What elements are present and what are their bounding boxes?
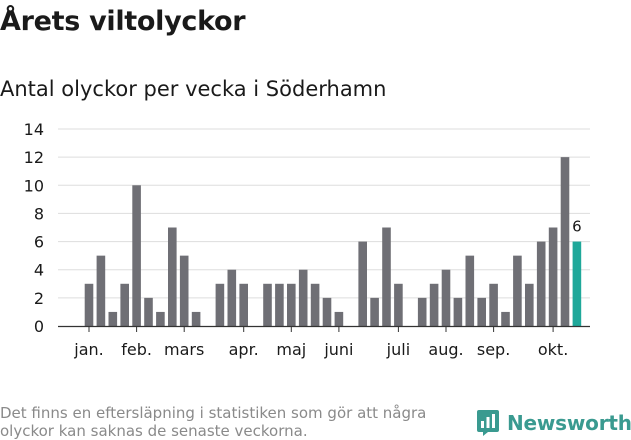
bar — [108, 311, 118, 326]
y-tick-label: 0 — [34, 317, 44, 336]
brand-name: Newsworthy — [507, 411, 631, 435]
chart-title: Årets viltolyckor — [0, 6, 246, 37]
bar — [536, 241, 546, 326]
bar — [560, 157, 570, 326]
x-tick-label: juli — [386, 340, 410, 359]
bar-chart: 0 2 4 6 8 10 12 14 jan. feb. mars apr. maj juni juli a… — [24, 120, 590, 359]
bar — [477, 297, 486, 326]
x-tick-label: jan. — [73, 340, 103, 359]
bar — [358, 241, 367, 326]
x-tick-label: feb. — [121, 340, 152, 359]
bar — [465, 255, 475, 326]
y-tick-label: 4 — [34, 261, 44, 280]
newsworthy-logo-icon — [477, 410, 499, 436]
y-tick-label: 12 — [24, 148, 44, 167]
x-tick-label: aug. — [428, 340, 463, 359]
bar — [322, 297, 332, 326]
bars — [84, 157, 582, 326]
bar — [298, 269, 308, 326]
bar — [525, 283, 534, 326]
x-tick-label: apr. — [229, 340, 259, 359]
bar — [215, 283, 225, 326]
bar — [453, 297, 463, 326]
bar — [144, 297, 153, 326]
bar — [417, 297, 427, 326]
bar — [501, 311, 510, 326]
bar — [441, 269, 451, 326]
y-tick-label: 14 — [24, 120, 44, 139]
x-tick-label: sep. — [477, 340, 510, 359]
bar — [275, 283, 284, 326]
x-tick-label: okt. — [538, 340, 568, 359]
bar — [394, 283, 403, 326]
bar — [120, 283, 129, 326]
bar — [287, 283, 296, 326]
bar — [84, 283, 94, 326]
bar — [96, 255, 106, 326]
data-labels: 6 — [572, 218, 582, 236]
bar — [191, 311, 201, 326]
y-tick-label: 6 — [34, 233, 44, 252]
bar — [263, 283, 272, 326]
x-tick-label: juni — [323, 340, 353, 359]
bar — [489, 283, 498, 326]
x-tick-label: maj — [276, 340, 306, 359]
bar — [132, 185, 141, 326]
y-axis-ticks: 0 2 4 6 8 10 12 14 — [24, 120, 44, 336]
bar — [572, 241, 582, 326]
bar — [370, 297, 379, 326]
bar — [156, 311, 165, 326]
chart-subtitle: Antal olyckor per vecka i Söderhamn — [0, 77, 387, 101]
bar — [513, 255, 522, 326]
bar — [429, 283, 439, 326]
footer-note: Det finns en eftersläpning i statistiken… — [0, 404, 427, 440]
bar — [334, 311, 344, 326]
bar — [548, 227, 558, 326]
x-axis-ticks: jan. feb. mars apr. maj juni juli aug. sep. okt. — [73, 327, 568, 359]
bar — [382, 227, 391, 326]
brand-logo[interactable]: Newsworthy — [476, 408, 631, 438]
bar — [239, 283, 248, 326]
y-tick-label: 10 — [24, 176, 44, 195]
bar — [310, 283, 320, 326]
data-label-latest-week: 6 — [572, 218, 582, 236]
x-tick-label: mars — [164, 340, 204, 359]
y-tick-label: 8 — [34, 204, 44, 223]
bar — [179, 255, 189, 326]
bar — [227, 269, 237, 326]
y-tick-label: 2 — [34, 289, 44, 308]
bar — [168, 227, 177, 326]
